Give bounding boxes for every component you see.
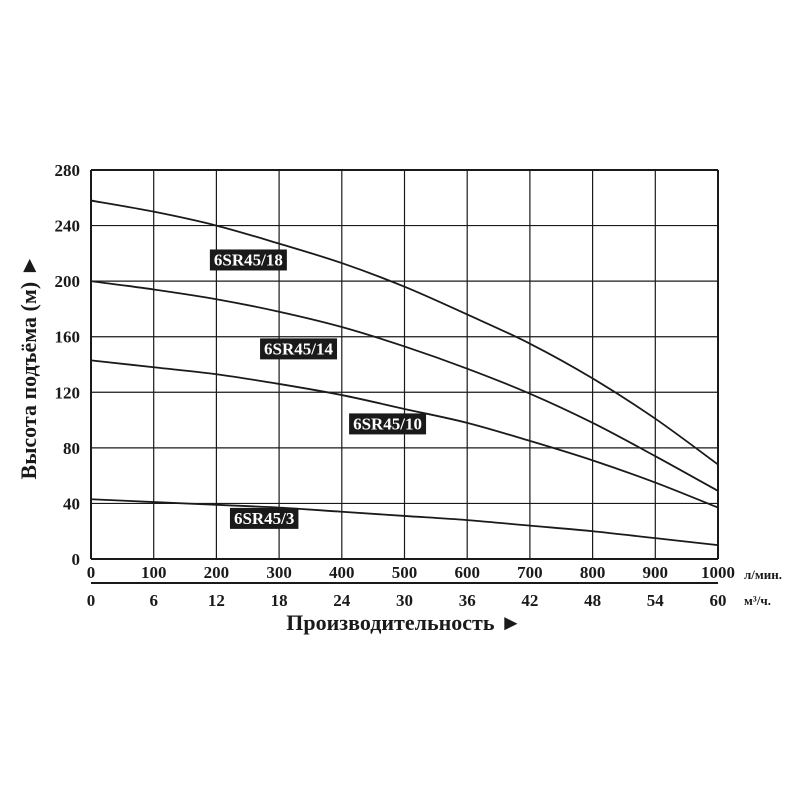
series-label: 6SR45/10	[349, 413, 427, 435]
series-label-text: 6SR45/10	[353, 414, 422, 433]
grid	[90, 169, 719, 560]
x-axis-title: Производительность ►	[286, 610, 521, 635]
y-tick-labels: 0 40 80 120 160 200 240 280	[55, 161, 81, 569]
x2-tick-label: 36	[459, 591, 476, 610]
x-units-label: л/мин.	[744, 567, 782, 582]
x-tick-label: 0	[87, 563, 96, 582]
x-tick-label: 500	[392, 563, 418, 582]
series-label-box	[229, 507, 299, 529]
x2-tick-label: 0	[87, 591, 96, 610]
x2-tick-label: 12	[208, 591, 225, 610]
y-tick-label: 280	[55, 161, 81, 180]
series-label: 6SR45/3	[229, 507, 299, 529]
x-tick-label: 300	[266, 563, 292, 582]
x-tick-label: 800	[580, 563, 606, 582]
x-tick-label: 1000	[701, 563, 735, 582]
x-tick-label: 100	[141, 563, 167, 582]
y-tick-label: 200	[55, 272, 81, 291]
y-tick-label: 80	[63, 439, 80, 458]
series-line	[90, 498, 719, 547]
series-label: 6SR45/14	[260, 338, 338, 360]
x2-tick-label: 30	[396, 591, 413, 610]
x-tick-label: 400	[329, 563, 355, 582]
x-tick-label: 900	[643, 563, 669, 582]
curves	[90, 199, 719, 547]
series-label-text: 6SR45/18	[214, 250, 283, 269]
series-label: 6SR45/18	[209, 249, 287, 271]
y-tick-label: 0	[72, 550, 81, 569]
series-line	[90, 359, 719, 509]
y-tick-label: 160	[55, 328, 81, 347]
x2-tick-labels: 0 6 12 18 24 30 36 42 48 54 60	[87, 591, 727, 610]
series-label-text: 6SR45/3	[234, 509, 294, 528]
series-line	[90, 280, 719, 492]
series-line	[90, 199, 719, 466]
x2-tick-label: 24	[333, 591, 351, 610]
x2-tick-label: 42	[521, 591, 538, 610]
x-tick-label: 700	[517, 563, 543, 582]
x-tick-labels: 0 100 200 300 400 500 600 700 800 900 1000	[87, 563, 735, 582]
x2-tick-label: 6	[149, 591, 158, 610]
x2-tick-label: 48	[584, 591, 601, 610]
y-tick-label: 40	[63, 494, 80, 513]
x2-tick-label: 54	[647, 591, 665, 610]
series-labels: 6SR45/18 6SR45/14 6SR45/10 6SR45/3	[209, 249, 427, 529]
series-label-text: 6SR45/14	[264, 339, 333, 358]
y-axis-title: Высота подъёма (м) ►	[16, 255, 41, 480]
series-label-box	[209, 249, 287, 271]
x2-tick-label: 60	[710, 591, 727, 610]
series-label-box	[260, 338, 338, 360]
y-tick-label: 120	[55, 383, 81, 402]
series-label-box	[349, 413, 427, 435]
x2-tick-label: 18	[271, 591, 288, 610]
x2-units-label: м³/ч.	[744, 593, 771, 608]
x-tick-label: 200	[204, 563, 230, 582]
y-tick-label: 240	[55, 217, 81, 236]
x-tick-label: 600	[454, 563, 480, 582]
